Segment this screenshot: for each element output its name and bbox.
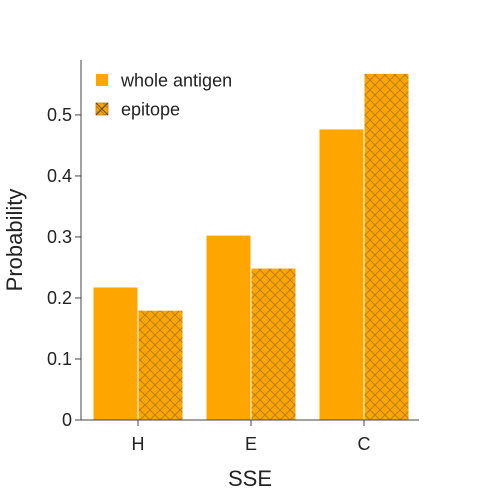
y-tick-label: 0.3 (47, 227, 72, 247)
legend-hatch-mark (95, 102, 109, 116)
x-axis-title: SSE (228, 466, 272, 491)
x-tick-label-H: H (132, 434, 145, 454)
x-tick-label-E: E (245, 434, 257, 454)
y-ticks-group: 0 0.1 0.2 0.3 0.4 0.5 (47, 105, 81, 430)
axes-group (80, 60, 419, 421)
bars-group (92, 72, 410, 421)
bar-epitope-H (137, 309, 184, 421)
legend: whole antigen epitope (95, 71, 232, 120)
y-tick-label: 0 (62, 410, 72, 430)
bar-whole-antigen-H (92, 286, 139, 421)
y-tick-label: 0.4 (47, 166, 72, 186)
y-tick-label: 0.1 (47, 349, 72, 369)
legend-swatch-whole-antigen (96, 74, 108, 86)
y-axis-title: Probability (2, 189, 27, 292)
y-tick-label: 0.5 (47, 105, 72, 125)
y-tick-label: 0.2 (47, 288, 72, 308)
legend-label-whole-antigen: whole antigen (120, 71, 232, 91)
x-tick-label-C: C (358, 434, 371, 454)
bar-epitope-E (250, 267, 297, 421)
bar-whole-antigen-E (205, 234, 252, 421)
legend-label-epitope: epitope (121, 100, 180, 120)
bar-whole-antigen-C (318, 128, 365, 421)
bar-epitope-C (363, 72, 410, 421)
